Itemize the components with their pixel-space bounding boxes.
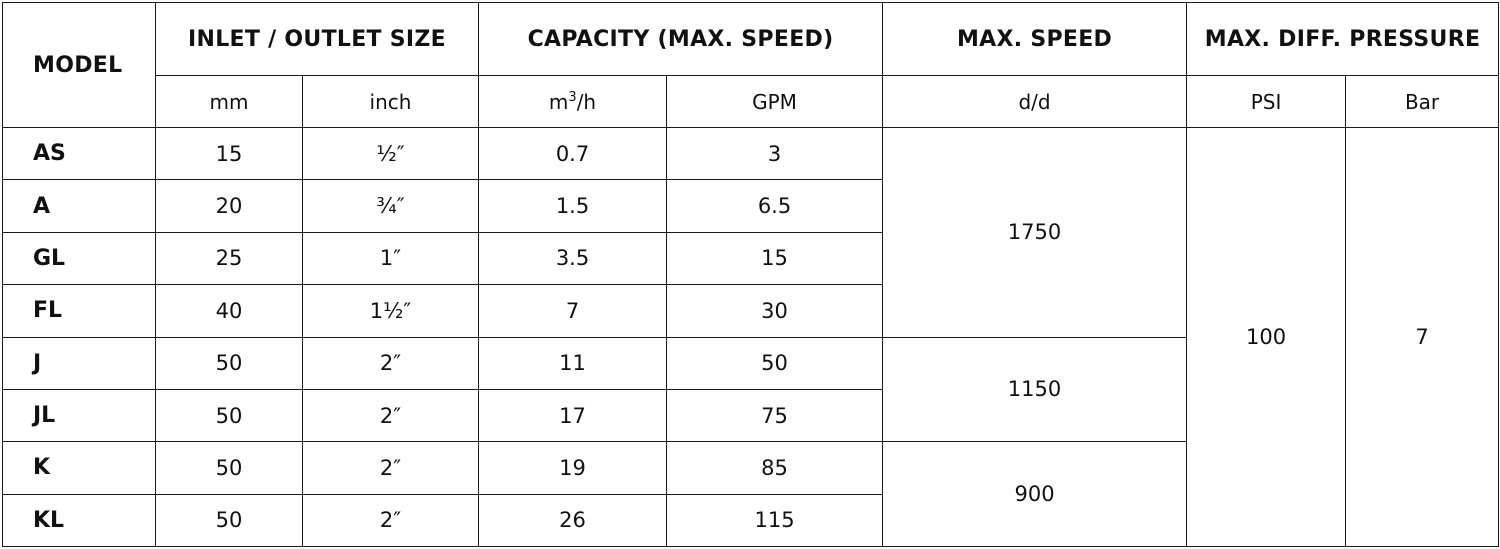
unit-m3h-base: m (548, 89, 569, 114)
mm-cell: 15 (155, 126, 303, 181)
model-cell: AS (2, 126, 156, 181)
max-diff-pressure-header: MAX. DIFF. PRESSURE (1186, 2, 1500, 76)
inlet-outlet-size-header: INLET / OUTLET SIZE (154, 2, 480, 76)
m3h-cell: 7 (478, 284, 668, 338)
model-cell: JL (2, 388, 156, 443)
unit-bar: Bar (1345, 75, 1500, 128)
unit-mm: mm (155, 75, 303, 128)
inch-cell: 2″ (301, 388, 480, 443)
speed-cell-1150: 1150 (882, 336, 1188, 443)
inch-cell: 2″ (301, 336, 480, 390)
mm-cell: 20 (155, 179, 303, 233)
model-cell: GL (2, 231, 156, 286)
model-cell: A (2, 179, 156, 233)
table-row: A 20 ¾″ 1.5 6.5 (2, 179, 1499, 233)
table-row: KL 50 2″ 26 115 (2, 493, 1499, 548)
mm-cell: 50 (155, 441, 303, 495)
mm-cell: 40 (155, 284, 303, 338)
inch-cell: 2″ (301, 441, 480, 495)
model-cell: KL (2, 493, 156, 548)
speed-cell-1750: 1750 (882, 127, 1188, 338)
model-cell: K (2, 441, 156, 495)
units-row: mm inch m3/h GPM d/d PSI Bar (3, 75, 1500, 128)
unit-speed: d/d (882, 75, 1188, 128)
inch-cell: 1″ (301, 231, 480, 286)
inch-cell: 2″ (301, 493, 480, 548)
gpm-cell: 30 (666, 284, 884, 338)
m3h-cell: 17 (478, 388, 668, 443)
unit-inch: inch (301, 75, 480, 128)
model-cell: J (2, 336, 156, 390)
m3h-cell: 1.5 (478, 179, 668, 233)
gpm-cell: 15 (666, 231, 884, 286)
capacity-header: CAPACITY (MAX. SPEED) (478, 2, 884, 76)
bar-cell: 7 (1345, 127, 1500, 547)
mm-cell: 50 (155, 388, 303, 443)
unit-gpm: GPM (666, 75, 884, 128)
inch-cell: ¾″ (301, 179, 480, 233)
m3h-cell: 11 (478, 336, 668, 390)
table-row: J 50 2″ 11 50 1150 (2, 336, 1499, 443)
m3h-cell: 3.5 (478, 231, 668, 286)
unit-m3h-superscript: 3 (568, 89, 577, 105)
table-row: JL 50 2″ 17 75 (2, 388, 1499, 443)
mm-cell: 50 (155, 493, 303, 548)
mm-cell: 50 (155, 336, 303, 390)
header-row: MODEL INLET / OUTLET SIZE CAPACITY (MAX.… (2, 2, 1500, 128)
gpm-cell: 3 (666, 126, 884, 181)
unit-m3h-tail: /h (576, 89, 597, 114)
max-speed-header: MAX. SPEED (882, 2, 1188, 76)
mm-cell: 25 (155, 231, 303, 286)
table-row: FL 40 1½″ 7 30 (2, 284, 1499, 338)
gpm-cell: 50 (666, 336, 884, 390)
unit-psi: PSI (1186, 75, 1347, 128)
unit-m3h: m3/h (478, 75, 668, 128)
table-row: GL 25 1″ 3.5 15 (2, 231, 1499, 286)
table-row: AS 15 ½″ 0.7 3 1750 100 7 (2, 126, 1500, 547)
psi-cell: 100 (1186, 127, 1347, 547)
inch-cell: 1½″ (301, 284, 480, 338)
speed-cell-900: 900 (882, 441, 1188, 547)
gpm-cell: 6.5 (666, 179, 884, 233)
m3h-cell: 26 (478, 493, 668, 548)
model-header: MODEL (2, 2, 156, 128)
table-row: K 50 2″ 19 85 900 (2, 441, 1499, 547)
gpm-cell: 115 (666, 493, 884, 548)
m3h-cell: 19 (478, 441, 668, 495)
gpm-cell: 75 (666, 388, 884, 443)
gpm-cell: 85 (666, 441, 884, 495)
m3h-cell: 0.7 (478, 126, 668, 181)
inch-cell: ½″ (301, 126, 480, 181)
model-cell: FL (2, 284, 156, 338)
